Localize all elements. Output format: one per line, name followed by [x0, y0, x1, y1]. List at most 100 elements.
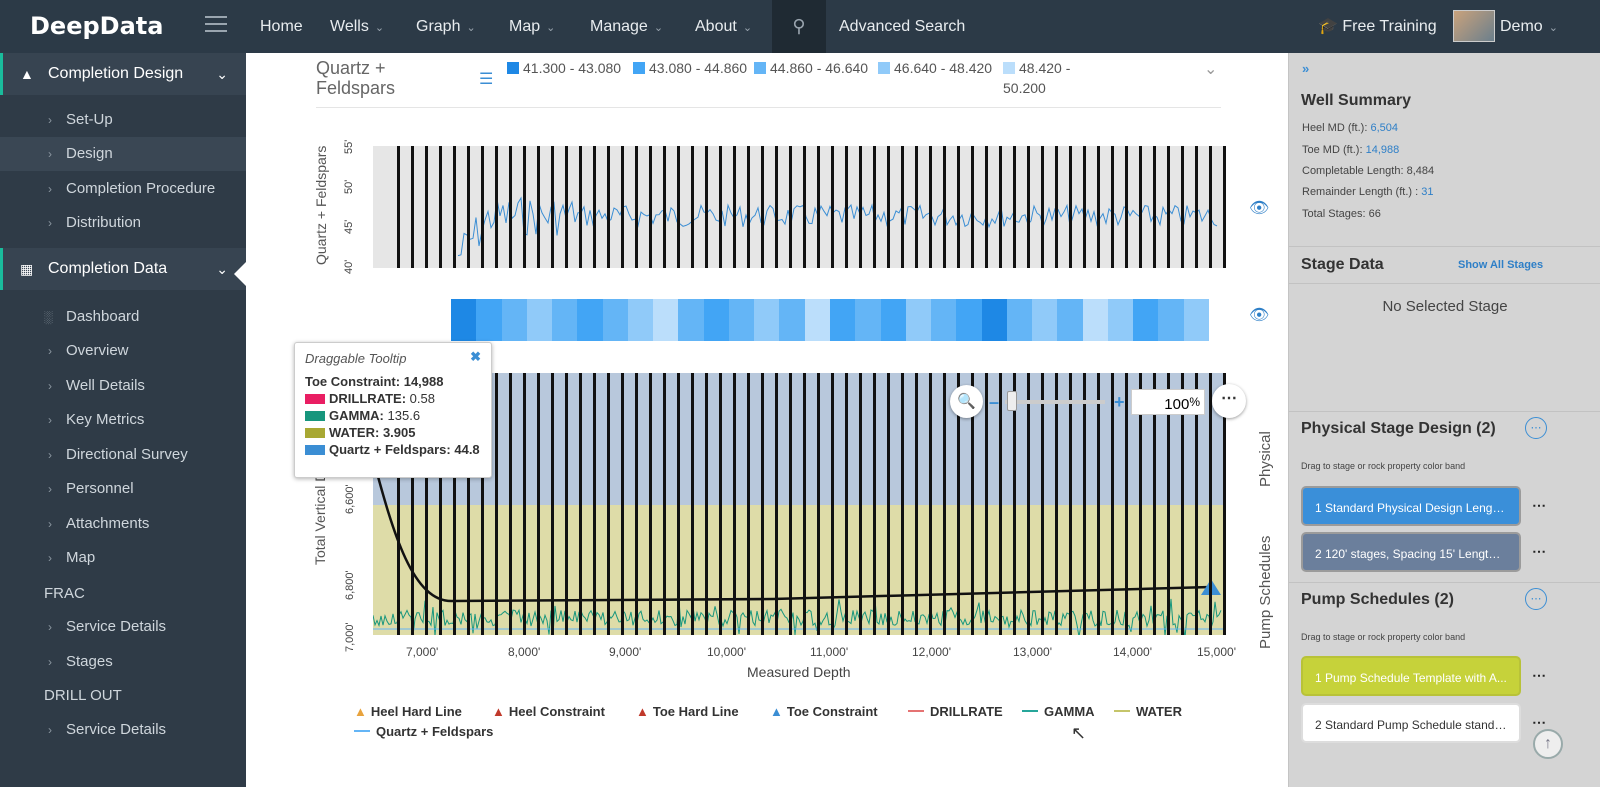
- color-band-segment[interactable]: [1032, 299, 1058, 341]
- zoom-in-icon[interactable]: 🔍: [950, 385, 983, 418]
- sliders-icon[interactable]: ☰: [479, 71, 494, 88]
- draggable-tooltip[interactable]: Draggable Tooltip ✖ Toe Constraint: 14,9…: [294, 342, 492, 478]
- sidebar-item-dashboard[interactable]: ░ Dashboard: [0, 300, 246, 334]
- zoom-slider-track[interactable]: [1005, 400, 1105, 404]
- advanced-search-link[interactable]: Advanced Search: [839, 18, 966, 35]
- sidebar-item-design[interactable]: › Design: [0, 137, 246, 171]
- sidebar-section-completion-data[interactable]: ▦ Completion Data ⌄: [0, 248, 246, 290]
- sidebar-item-key-metrics[interactable]: › Key Metrics: [48, 411, 145, 428]
- y-tick: 55': [343, 139, 355, 154]
- color-band-segment[interactable]: [703, 299, 729, 341]
- color-band-segment[interactable]: [552, 299, 578, 341]
- search-icon[interactable]: ⚲: [772, 0, 826, 53]
- sidebar-section-completion-design[interactable]: ▲ Completion Design ⌄: [0, 53, 246, 95]
- quartz-feldspars-plot[interactable]: [373, 146, 1226, 268]
- more-options-icon[interactable]: ⋯: [1525, 588, 1547, 610]
- scroll-to-top-icon[interactable]: ↑: [1533, 729, 1563, 759]
- pump-schedule-item-2[interactable]: 2 Standard Pump Schedule standa...: [1301, 703, 1521, 743]
- legend-toe-constraint[interactable]: ▲ Toe Constraint: [770, 704, 878, 719]
- physical-design-item-1[interactable]: 1 Standard Physical Design Length: 150'.…: [1301, 486, 1521, 526]
- sidebar-item-overview[interactable]: › Overview: [48, 342, 129, 359]
- user-menu[interactable]: Demo ⌄: [1500, 18, 1558, 35]
- color-band-segment[interactable]: [956, 299, 982, 341]
- sidebar-item-map[interactable]: › Map: [48, 549, 96, 566]
- color-band-segment[interactable]: [627, 299, 654, 341]
- zoom-value-input[interactable]: 100%: [1131, 389, 1205, 415]
- color-band-segment[interactable]: [754, 299, 780, 341]
- color-band-segment[interactable]: [1158, 299, 1184, 341]
- chevron-down-icon[interactable]: ⌄: [1204, 61, 1218, 78]
- sidebar-item-distribution[interactable]: › Distribution: [48, 214, 142, 231]
- item-menu-icon[interactable]: ⋯: [1532, 543, 1546, 559]
- legend-heel-hard-line[interactable]: ▲ Heel Hard Line: [354, 704, 462, 719]
- app-logo[interactable]: DeepData: [30, 12, 164, 40]
- sidebar-item-drill-service-details[interactable]: › Service Details: [48, 721, 167, 738]
- color-band-segment[interactable]: [728, 299, 755, 341]
- legend-drillrate[interactable]: DRILLRATE: [908, 704, 1003, 719]
- nav-about[interactable]: About ⌄: [695, 18, 753, 35]
- zoom-out-button[interactable]: –: [989, 392, 1000, 412]
- hamburger-menu-icon[interactable]: [205, 16, 227, 34]
- sidebar-item-stages[interactable]: › Stages: [48, 653, 113, 670]
- color-band-segment[interactable]: [678, 299, 704, 341]
- nav-manage[interactable]: Manage ⌄: [590, 18, 664, 35]
- legend-toe-hard-line[interactable]: ▲ Toe Hard Line: [636, 704, 739, 719]
- color-band-segment[interactable]: [501, 299, 527, 341]
- legend-water[interactable]: WATER: [1114, 704, 1182, 719]
- legend-gamma[interactable]: GAMMA: [1022, 704, 1095, 719]
- show-all-stages-link[interactable]: Show All Stages: [1458, 259, 1544, 271]
- nav-graph[interactable]: Graph ⌄: [416, 18, 476, 35]
- sidebar-item-personnel[interactable]: › Personnel: [48, 480, 134, 497]
- item-menu-icon[interactable]: ⋯: [1532, 667, 1546, 683]
- sidebar-item-setup[interactable]: › Set-Up: [48, 111, 113, 128]
- rock-property-color-band[interactable]: [451, 299, 1209, 341]
- color-band-segment[interactable]: [1107, 299, 1134, 341]
- pump-schedule-item-1[interactable]: 1 Pump Schedule Template with A...: [1301, 656, 1521, 696]
- zoom-in-button[interactable]: +: [1114, 392, 1125, 412]
- stage-boundary-line: [1097, 373, 1100, 635]
- color-band-segment[interactable]: [981, 299, 1007, 341]
- eye-icon[interactable]: 👁: [1249, 307, 1270, 324]
- nav-home[interactable]: Home: [260, 18, 303, 35]
- color-band-segment[interactable]: [1057, 299, 1083, 341]
- color-band-segment[interactable]: [602, 299, 628, 341]
- sidebar-item-completion-procedure[interactable]: › Completion Procedure: [48, 180, 216, 197]
- sidebar-item-directional-survey[interactable]: › Directional Survey: [48, 446, 188, 463]
- item-menu-icon[interactable]: ⋯: [1532, 497, 1546, 513]
- color-band-segment[interactable]: [931, 299, 957, 341]
- avatar[interactable]: [1453, 10, 1495, 42]
- color-band-segment[interactable]: [526, 299, 553, 341]
- color-band-segment[interactable]: [829, 299, 856, 341]
- color-band-segment[interactable]: [855, 299, 881, 341]
- color-band-segment[interactable]: [577, 299, 603, 341]
- sidebar-item-well-details[interactable]: › Well Details: [48, 377, 145, 394]
- stage-design-plot[interactable]: [373, 373, 1226, 635]
- zoom-slider-handle[interactable]: [1007, 391, 1017, 411]
- color-band-segment[interactable]: [1183, 299, 1209, 341]
- nav-wells[interactable]: Wells ⌄: [330, 18, 385, 35]
- eye-icon[interactable]: 👁: [1249, 200, 1270, 217]
- color-band-segment[interactable]: [779, 299, 805, 341]
- close-icon[interactable]: ✖: [470, 349, 481, 364]
- more-options-button[interactable]: ⋯: [1212, 384, 1246, 418]
- free-training-link[interactable]: 🎓 Free Training: [1318, 18, 1437, 35]
- sidebar-item-frac-service-details[interactable]: › Service Details: [48, 618, 167, 635]
- legend-quartz-feldspars[interactable]: Quartz + Feldspars: [354, 724, 493, 739]
- stage-boundary-line: [845, 373, 848, 635]
- more-options-icon[interactable]: ⋯: [1525, 417, 1547, 439]
- color-band-segment[interactable]: [1006, 299, 1033, 341]
- color-band-segment[interactable]: [804, 299, 830, 341]
- collapse-panel-icon[interactable]: »: [1302, 61, 1310, 76]
- legend-heel-constraint[interactable]: ▲ Heel Constraint: [492, 704, 605, 719]
- color-band-segment[interactable]: [476, 299, 502, 341]
- item-menu-icon[interactable]: ⋯: [1532, 714, 1546, 730]
- color-band-segment[interactable]: [653, 299, 679, 341]
- color-band-segment[interactable]: [451, 299, 477, 341]
- physical-design-item-2[interactable]: 2 120' stages, Spacing 15' Length: ...: [1301, 532, 1521, 572]
- color-band-segment[interactable]: [880, 299, 906, 341]
- sidebar-item-attachments[interactable]: › Attachments: [48, 515, 150, 532]
- nav-map[interactable]: Map ⌄: [509, 18, 556, 35]
- color-band-segment[interactable]: [905, 299, 932, 341]
- color-band-segment[interactable]: [1082, 299, 1108, 341]
- color-band-segment[interactable]: [1133, 299, 1159, 341]
